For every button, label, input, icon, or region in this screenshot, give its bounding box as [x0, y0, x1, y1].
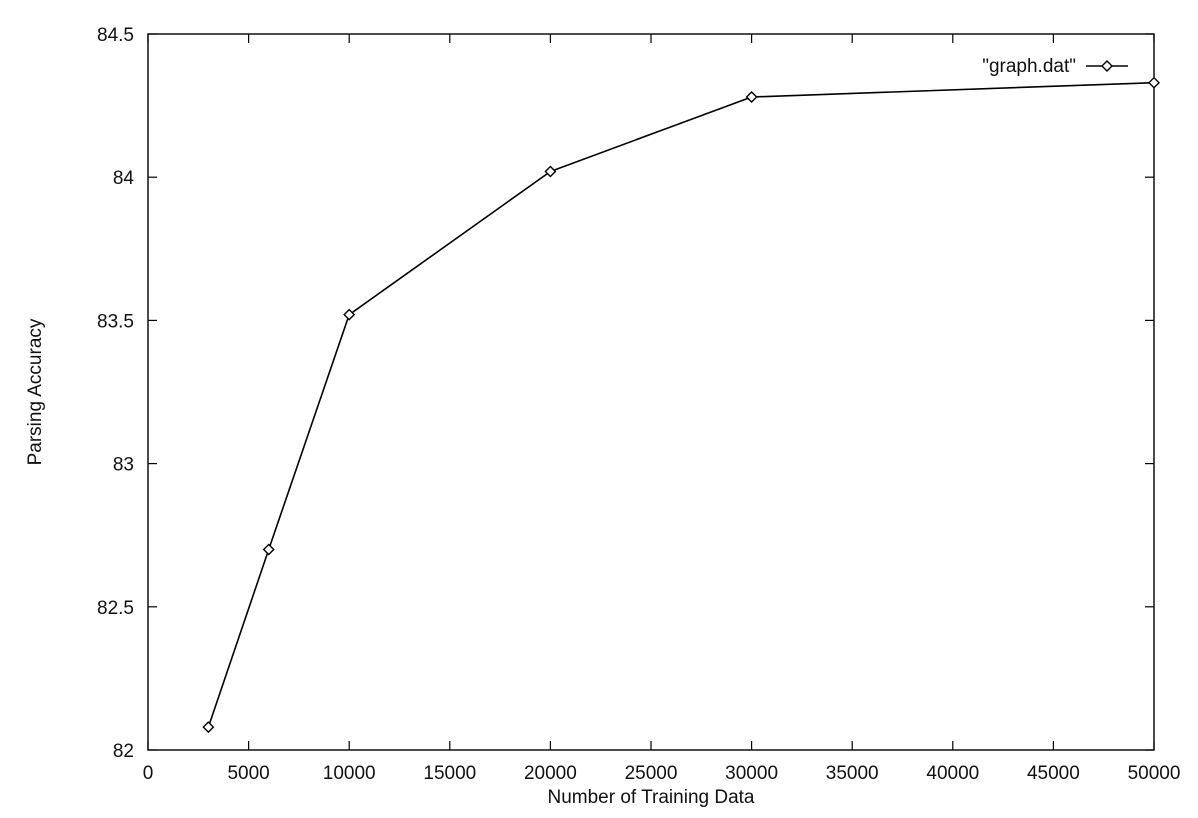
y-tick-label: 84	[113, 168, 135, 189]
y-axis-tick-labels: 82 82.5 83 83.5 84 84.5	[97, 25, 134, 762]
x-axis-label: Number of Training Data	[548, 787, 755, 808]
y-tick-label: 83	[113, 455, 134, 476]
data-point	[1148, 76, 1160, 89]
data-point	[745, 91, 758, 103]
legend-label: "graph.dat"	[982, 56, 1076, 77]
data-point	[202, 721, 215, 734]
data-point	[544, 165, 557, 178]
x-tick-label: 45000	[1027, 763, 1080, 784]
x-tick-label: 30000	[725, 763, 778, 784]
y-axis-label: Parsing Accuracy	[25, 318, 46, 465]
y-axis-ticks	[148, 33, 1154, 751]
x-tick-label: 25000	[625, 763, 678, 784]
series-line	[207, 81, 1155, 728]
legend-marker	[1101, 60, 1113, 72]
x-tick-label: 20000	[524, 763, 577, 784]
y-tick-label: 82	[113, 741, 134, 762]
x-tick-label: 10000	[323, 763, 376, 784]
plot-frame	[147, 33, 1155, 751]
data-point	[262, 543, 275, 556]
x-tick-label: 5000	[227, 763, 269, 784]
x-tick-label: 35000	[826, 763, 879, 784]
x-tick-label: 50000	[1128, 763, 1181, 784]
x-axis-ticks	[147, 34, 1155, 750]
y-tick-label: 82.5	[97, 598, 134, 619]
legend: "graph.dat"	[982, 56, 1128, 77]
data-point	[343, 308, 356, 321]
series-layer	[202, 76, 1160, 734]
y-tick-label: 84.5	[97, 25, 134, 46]
x-tick-label: 40000	[926, 763, 979, 784]
y-tick-label: 83.5	[97, 311, 134, 332]
x-axis-tick-labels: 0 5000 10000 15000 20000 25000 30000 35000 40000…	[143, 763, 1181, 784]
x-tick-label: 0	[143, 763, 154, 784]
x-tick-label: 15000	[423, 763, 476, 784]
